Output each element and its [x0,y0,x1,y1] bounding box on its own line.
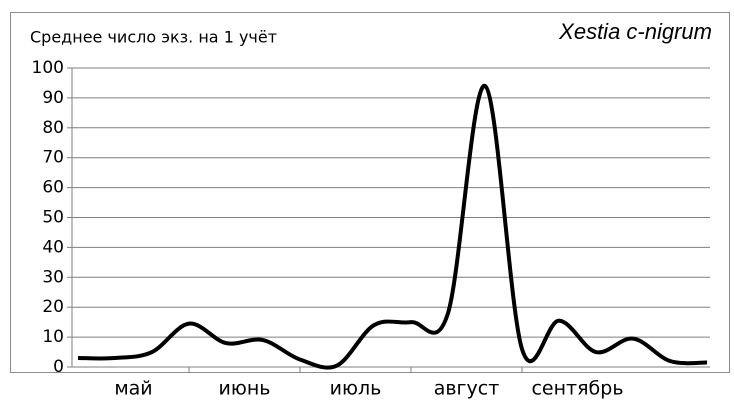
y-tick-label: 60 [42,178,64,198]
y-tick-label: 0 [53,357,64,377]
chart-subtitle: Xestia c-nigrum [558,19,712,44]
x-group-label: август [434,378,500,400]
y-tick-label: 10 [42,327,64,347]
x-group-label: сентябрь [531,378,623,400]
y-tick-label: 50 [42,208,64,228]
x-group-label: май [114,378,152,400]
data-line [77,83,708,370]
y-tick-label: 40 [42,237,64,257]
chart-title: Среднее число экз. на 1 учёт [30,28,277,47]
chart-frame [10,12,730,373]
x-group-label: июль [330,378,382,400]
y-tick-label: 70 [42,148,64,168]
y-tick-label: 30 [42,267,64,287]
y-tick-label: 90 [42,88,64,108]
y-tick-label: 100 [32,58,64,78]
x-group-label: июнь [219,378,271,400]
y-tick-label: 20 [42,297,64,317]
y-tick-label: 80 [42,118,64,138]
